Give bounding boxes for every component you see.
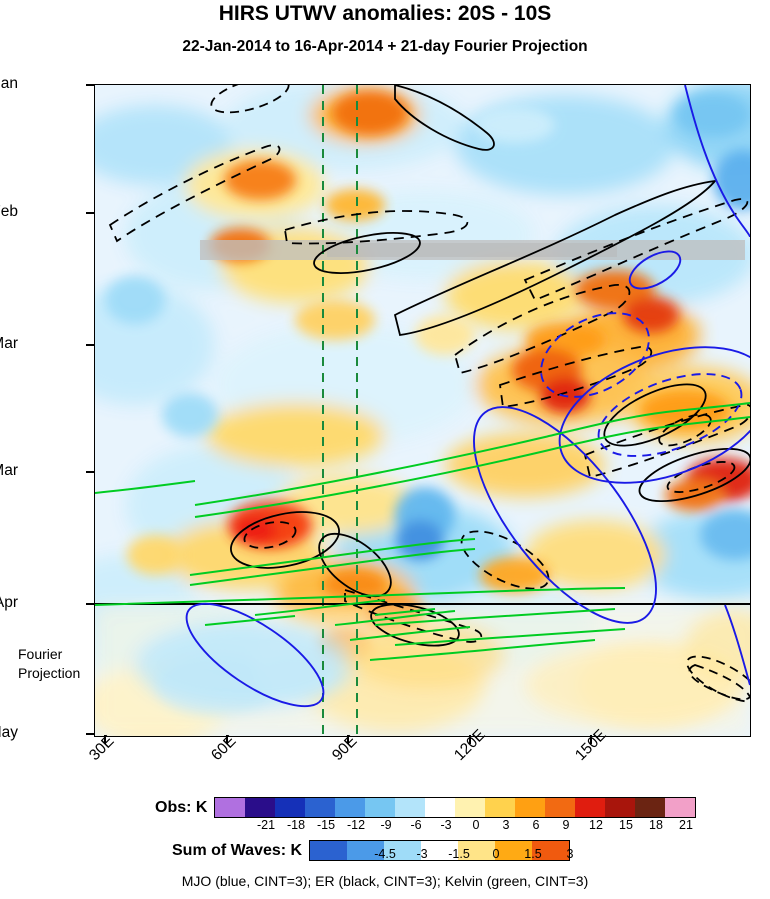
- cbar-swatch: [215, 798, 246, 817]
- waves-colorbar-label: Sum of Waves: K: [172, 841, 303, 859]
- cbar-tick: 3: [502, 818, 510, 832]
- cbar-tick: 6: [532, 818, 540, 832]
- cbar-tick: -15: [316, 818, 336, 832]
- cbar-swatch: [532, 841, 570, 860]
- cbar-swatch: [347, 841, 385, 860]
- y-tick-mark: [86, 471, 95, 473]
- y-tick-label: 16-Apr: [0, 594, 18, 611]
- cbar-swatch: [365, 798, 396, 817]
- cbar-swatch: [275, 798, 306, 817]
- obs-colorbar: [214, 797, 697, 818]
- y-tick-mark: [86, 212, 95, 214]
- cbar-swatch: [384, 841, 422, 860]
- cbar-tick: 3: [566, 847, 574, 861]
- cbar-swatch: [310, 841, 348, 860]
- cbar-tick: -1.5: [448, 847, 470, 861]
- y-tick-mark: [86, 344, 95, 346]
- cbar-tick: -4.5: [374, 847, 396, 861]
- cbar-swatch: [485, 798, 516, 817]
- obs-colorbar-label: Obs: K: [155, 798, 208, 816]
- cbar-tick: 1.5: [524, 847, 542, 861]
- cbar-tick: -21: [256, 818, 276, 832]
- cbar-tick: 21: [679, 818, 693, 832]
- hovmoller-plot-area: [94, 84, 751, 737]
- page-subtitle: 22-Jan-2014 to 16-Apr-2014 + 21-day Four…: [182, 38, 588, 55]
- cbar-swatch: [421, 841, 459, 860]
- fourier-line1: Fourier: [18, 646, 63, 662]
- y-tick-label: 22-Jan: [0, 75, 18, 92]
- page-title: HIRS UTWV anomalies: 20S - 10S: [218, 2, 552, 25]
- cbar-tick: 15: [619, 818, 633, 832]
- cbar-tick: -3: [416, 847, 428, 861]
- y-tick-mark: [86, 733, 95, 735]
- cbar-swatch: [545, 798, 576, 817]
- cbar-tick: -12: [346, 818, 366, 832]
- hovmoller-canvas: [95, 85, 750, 736]
- x-tick-label: 60E: [208, 732, 240, 765]
- y-tick-label: 12-Feb: [0, 203, 18, 220]
- obs-colorbar-ticklabels: -21 -18 -15 -12 -9 -6 -3 0 3 6 9 12 15 1…: [236, 818, 736, 836]
- x-tick-mark: [347, 735, 349, 744]
- y-tick-mark: [86, 84, 95, 86]
- cbar-tick: -9: [380, 818, 392, 832]
- y-tick-label: 5-Mar: [0, 335, 18, 352]
- cbar-tick: -6: [410, 818, 422, 832]
- cbar-tick: 0: [472, 818, 480, 832]
- cbar-tick: 9: [562, 818, 570, 832]
- cbar-swatch: [305, 798, 336, 817]
- cbar-tick: -3: [440, 818, 452, 832]
- waves-colorbar: [309, 840, 571, 861]
- cbar-tick: 0: [492, 847, 500, 861]
- x-tick-mark: [469, 735, 471, 744]
- cbar-swatch: [605, 798, 636, 817]
- x-tick-label: 30E: [86, 732, 118, 765]
- cbar-swatch: [575, 798, 606, 817]
- cbar-swatch: [335, 798, 366, 817]
- cbar-swatch: [245, 798, 276, 817]
- cbar-swatch: [458, 841, 496, 860]
- fourier-projection-note: Fourier Projection: [18, 645, 80, 683]
- y-tick-label: 26-Mar: [0, 462, 18, 479]
- y-tick-mark: [86, 603, 95, 605]
- cbar-tick: -18: [286, 818, 306, 832]
- y-tick-label: 7-May: [0, 724, 18, 741]
- cbar-swatch: [395, 798, 426, 817]
- cbar-tick: 18: [649, 818, 663, 832]
- x-tick-mark: [226, 735, 228, 744]
- x-tick-mark: [590, 735, 592, 744]
- waves-colorbar-ticklabels: -4.5 -3 -1.5 0 1.5 3: [348, 847, 638, 865]
- obs-colorbar-row: Obs: K: [155, 797, 697, 818]
- cbar-swatch: [515, 798, 546, 817]
- cbar-swatch: [495, 841, 533, 860]
- mjo-contours: [185, 85, 750, 708]
- fourier-line2: Projection: [18, 664, 81, 681]
- cbar-swatch: [455, 798, 486, 817]
- cbar-tick: 12: [589, 818, 603, 832]
- x-tick-mark: [104, 735, 106, 744]
- kelvin-contours: [95, 402, 750, 661]
- waves-colorbar-row: Sum of Waves: K: [172, 840, 571, 861]
- x-tick-label: 90E: [329, 732, 361, 765]
- cbar-swatch: [425, 798, 456, 817]
- cbar-swatch: [635, 798, 666, 817]
- wave-legend-note: MJO (blue, CINT=3); ER (black, CINT=3); …: [181, 873, 589, 889]
- cbar-swatch: [665, 798, 696, 817]
